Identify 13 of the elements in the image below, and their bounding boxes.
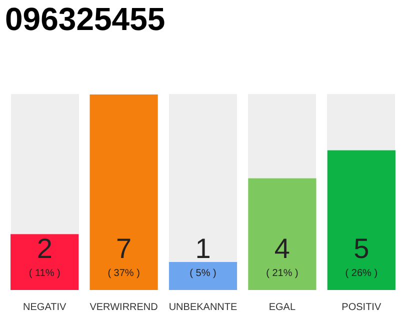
- data-label: 7 ( 37% ): [108, 233, 140, 279]
- data-label: 1 ( 5% ): [190, 233, 216, 279]
- data-label: 4 ( 21% ): [266, 233, 298, 279]
- bar: [168, 262, 238, 290]
- x-tick-label: UNBEKANNTE: [168, 302, 238, 313]
- bar: [90, 94, 158, 290]
- chart-title: 096325455: [5, 1, 166, 38]
- x-tick-label: NEGATIV: [23, 302, 67, 313]
- x-tick-label: EGAL: [268, 302, 296, 313]
- data-label: 2 ( 11% ): [28, 233, 60, 279]
- data-label: 5 ( 26% ): [345, 233, 378, 279]
- x-tick-label: VERWIRREND: [90, 302, 158, 313]
- x-tick-label: POSITIV: [342, 302, 382, 313]
